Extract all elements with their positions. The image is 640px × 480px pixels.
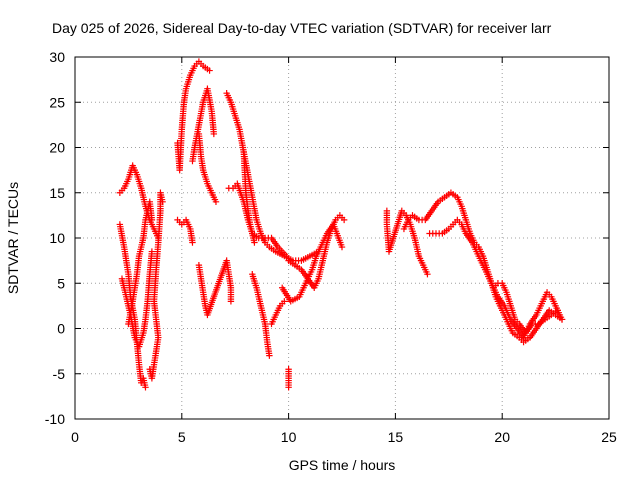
y-tick-label: 25 xyxy=(49,94,65,110)
data-point xyxy=(281,298,288,305)
y-axis-ticks: -10 -5 0 5 10 15 20 25 30 xyxy=(45,49,609,427)
y-tick-label: 30 xyxy=(49,49,65,65)
y-tick-label: 0 xyxy=(57,321,65,337)
data-point xyxy=(159,198,166,205)
data-point xyxy=(424,271,431,278)
x-axis-label: GPS time / hours xyxy=(289,457,396,473)
data-point xyxy=(142,384,149,391)
data-point xyxy=(340,216,348,224)
data-point xyxy=(338,243,346,251)
data-point xyxy=(558,316,566,323)
grid xyxy=(75,57,609,419)
data-point xyxy=(266,352,273,359)
plot-frame xyxy=(74,56,610,420)
chart-title: Day 025 of 2026, Sidereal Day-to-day VTE… xyxy=(52,20,552,36)
x-tick-label: 5 xyxy=(178,429,186,445)
data-point xyxy=(227,298,235,305)
data-points xyxy=(116,58,566,391)
x-tick-label: 25 xyxy=(601,429,617,445)
data-point xyxy=(148,216,156,224)
x-tick-label: 0 xyxy=(71,429,79,445)
y-tick-label: 5 xyxy=(57,275,65,291)
data-point xyxy=(148,248,156,255)
data-point xyxy=(285,384,292,391)
x-tick-label: 10 xyxy=(281,429,297,445)
y-axis-label: SDTVAR / TECUs xyxy=(5,182,21,294)
y-tick-label: 10 xyxy=(49,230,65,246)
data-point xyxy=(283,252,290,260)
y-tick-label: 15 xyxy=(49,185,65,201)
data-point xyxy=(189,239,196,246)
x-tick-label: 15 xyxy=(388,429,404,445)
y-tick-label: 20 xyxy=(49,140,65,156)
data-point xyxy=(212,198,220,205)
data-point xyxy=(210,130,218,138)
x-tick-label: 20 xyxy=(494,429,510,445)
y-tick-label: -10 xyxy=(45,411,65,427)
y-tick-label: -5 xyxy=(53,366,66,382)
x-axis-ticks: 0 5 10 15 20 25 xyxy=(71,57,617,445)
data-point xyxy=(206,67,213,74)
data-point xyxy=(251,239,258,246)
